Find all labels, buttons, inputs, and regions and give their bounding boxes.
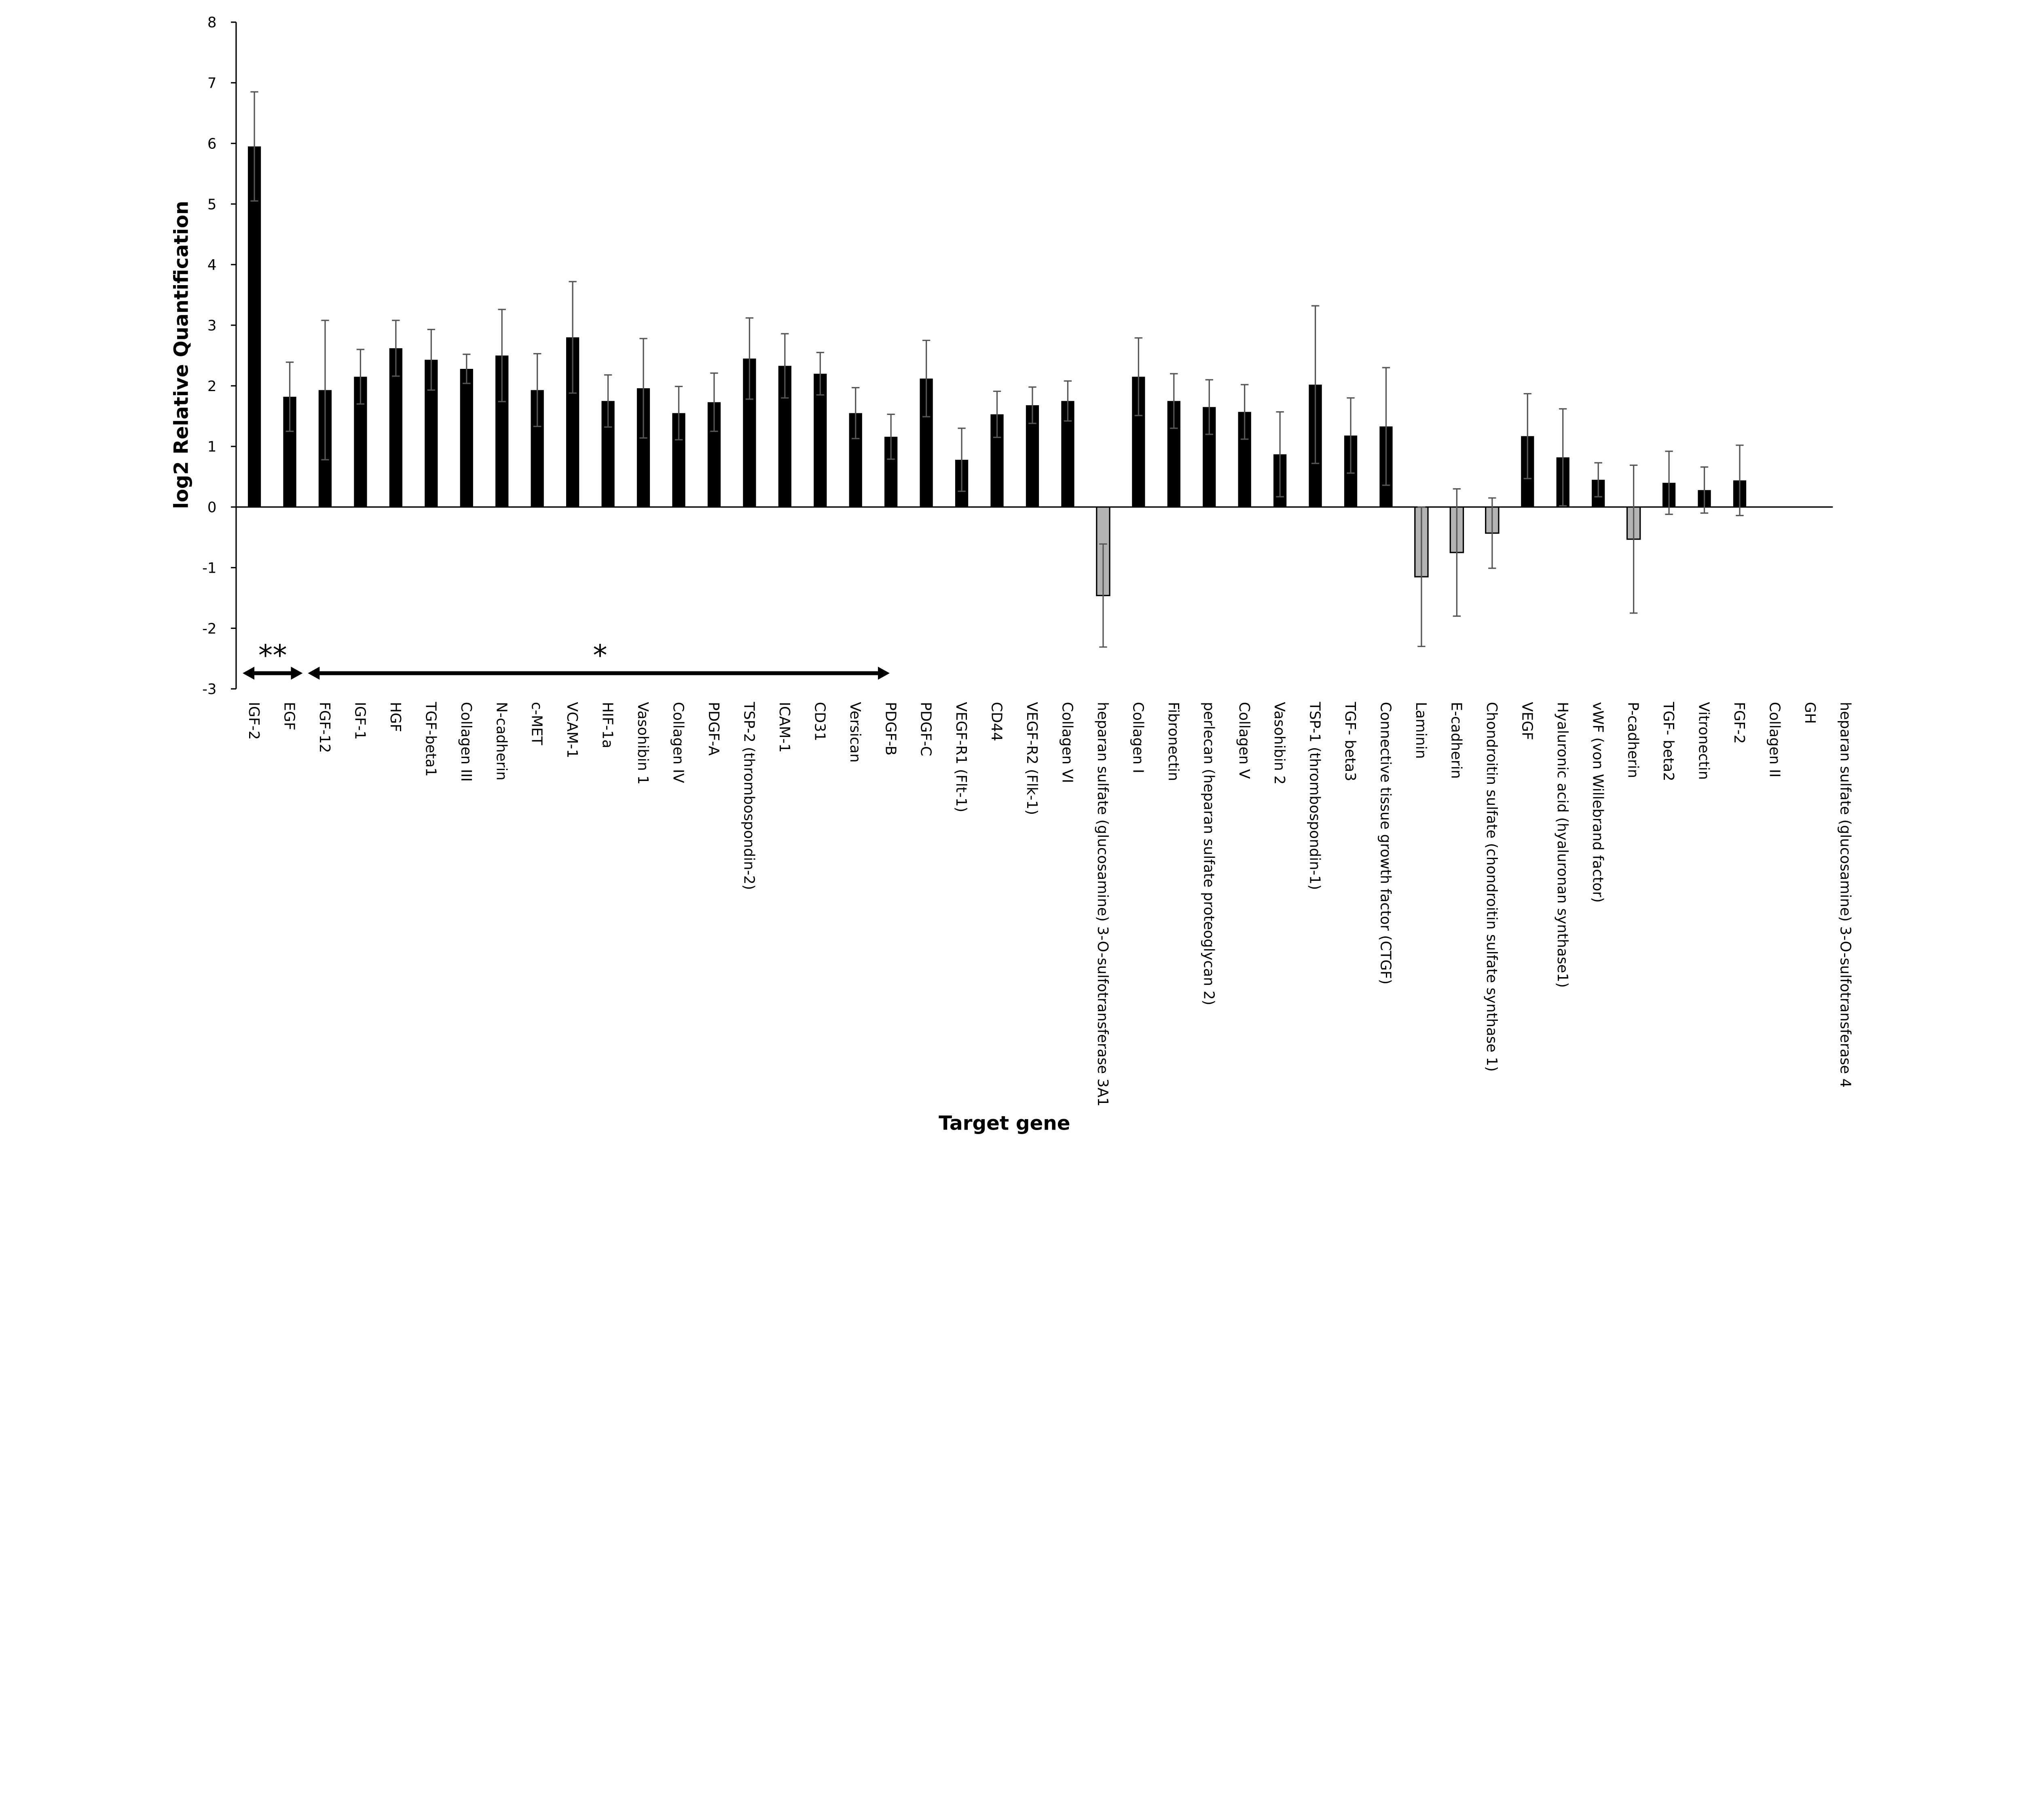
x-tick-label: VEGF bbox=[1519, 702, 1535, 740]
significance-annotations: ** * bbox=[243, 639, 890, 680]
x-tick-label: FGF-2 bbox=[1731, 702, 1747, 744]
x-tick-label: heparan sulfate (glucosamine) 3-O-sulfot… bbox=[1094, 702, 1111, 1106]
arrow-head bbox=[308, 667, 320, 680]
x-tick-label: heparan sulfate (glucosamine) 3-O-sulfot… bbox=[1837, 702, 1853, 1088]
arrow-head bbox=[878, 667, 890, 680]
x-tick-label: FGF-12 bbox=[316, 702, 333, 753]
y-tick-label: 5 bbox=[207, 196, 217, 213]
x-tick-label: EGF bbox=[281, 702, 298, 730]
x-tick-label: ICAM-1 bbox=[776, 702, 793, 752]
axes: -3 -2 -1 0 1 2 3 4 5 6 7 8 bbox=[202, 15, 1833, 698]
x-tick-label: Vasohibin 1 bbox=[635, 702, 651, 784]
x-tick-label: Collagen II bbox=[1766, 702, 1783, 777]
y-tick-label: 7 bbox=[207, 75, 217, 92]
x-tick-label: Collagen IV bbox=[670, 702, 687, 783]
x-tick-label: VCAM-1 bbox=[564, 702, 580, 758]
x-tick-label: TGF- beta2 bbox=[1660, 701, 1677, 781]
x-tick-label: Connective tissue growth factor (CTGF) bbox=[1377, 702, 1394, 984]
y-tick-label: 2 bbox=[207, 378, 217, 395]
x-tick-label: Collagen V bbox=[1236, 702, 1252, 779]
x-tick-label: CD31 bbox=[811, 702, 828, 741]
x-axis-title: Target gene bbox=[939, 1112, 1070, 1135]
x-tick-label: TSP-1 (thrombospondin-1) bbox=[1307, 701, 1323, 890]
x-tick-label: IGF-1 bbox=[351, 702, 368, 740]
x-tick-label: Collagen I bbox=[1129, 702, 1146, 773]
x-tick-label: Fibronectin bbox=[1165, 702, 1182, 781]
x-tick-label: IGF-2 bbox=[245, 702, 262, 740]
x-tick-label: N-cadherin bbox=[493, 702, 510, 780]
x-tick-label: PDGF-C bbox=[918, 702, 934, 756]
y-tick-label: 3 bbox=[207, 317, 217, 334]
x-tick-label: Collagen VI bbox=[1059, 702, 1076, 783]
x-tick-label: CD44 bbox=[988, 702, 1005, 741]
y-tick-label: 4 bbox=[207, 257, 217, 273]
arrow-head bbox=[291, 667, 303, 680]
x-tick-label: P-cadherin bbox=[1625, 702, 1641, 778]
annotation-label: ** bbox=[258, 639, 287, 672]
arrow-head bbox=[243, 667, 255, 680]
y-tick-label: -2 bbox=[202, 620, 216, 637]
x-tick-label: PDGF-B bbox=[882, 702, 899, 755]
x-tick-label: vWF (von Willebrand factor) bbox=[1589, 702, 1606, 903]
x-tick-label: Hyaluronic acid (hyaluronan synthase1) bbox=[1554, 702, 1571, 988]
x-tick-label: VEGF-R2 (Flk-1) bbox=[1024, 702, 1040, 815]
y-tick-label: 8 bbox=[207, 15, 217, 31]
x-tick-label: Laminin bbox=[1413, 702, 1429, 759]
bar bbox=[247, 146, 261, 507]
x-tick-label: perlecan (heparan sulfate proteoglycan 2… bbox=[1200, 702, 1217, 1005]
x-tick-label: E-cadherin bbox=[1448, 702, 1464, 779]
bar bbox=[460, 368, 473, 507]
y-tick-label: 1 bbox=[207, 439, 217, 455]
y-tick-label: -1 bbox=[202, 560, 216, 576]
y-tick-label: 6 bbox=[207, 135, 217, 152]
x-tick-label: VEGF-R1 (Flt-1) bbox=[953, 702, 969, 812]
bar-chart: -3 -2 -1 0 1 2 3 4 5 6 7 8 IGF-2 EGF FGF-12 IGF-1 HGF TG… bbox=[170, 15, 1854, 1135]
y-axis-title: log2 Relative Quantification bbox=[170, 201, 193, 509]
x-tick-label: TGF-beta1 bbox=[422, 701, 439, 777]
x-tick-label: GH bbox=[1802, 702, 1818, 724]
annotation-label: * bbox=[593, 639, 607, 672]
bar bbox=[814, 373, 827, 507]
x-tick-label: c-MET bbox=[529, 702, 545, 745]
x-tick-label: TGF- beta3 bbox=[1342, 701, 1358, 781]
x-tick-label: Collagen III bbox=[458, 702, 474, 781]
x-tick-label: Versican bbox=[847, 702, 863, 762]
x-tick-label: Chondroitin sulfate (chondroitin sulfate… bbox=[1483, 702, 1500, 1071]
x-tick-label: TSP-2 (thrombospondin-2) bbox=[740, 701, 757, 890]
y-tick-label: -3 bbox=[202, 681, 216, 698]
x-tick-label: PDGF-A bbox=[705, 702, 722, 756]
x-tick-label: HGF bbox=[387, 702, 404, 732]
x-tick-label: Vasohibin 2 bbox=[1271, 702, 1288, 784]
x-tick-labels: IGF-2 EGF FGF-12 IGF-1 HGF TGF-beta1 Collagen … bbox=[245, 701, 1853, 1106]
bars bbox=[247, 91, 1747, 648]
x-tick-label: HIF-1a bbox=[599, 702, 616, 748]
x-tick-label: Vitronectin bbox=[1696, 702, 1712, 780]
y-tick-label: 0 bbox=[207, 499, 217, 516]
